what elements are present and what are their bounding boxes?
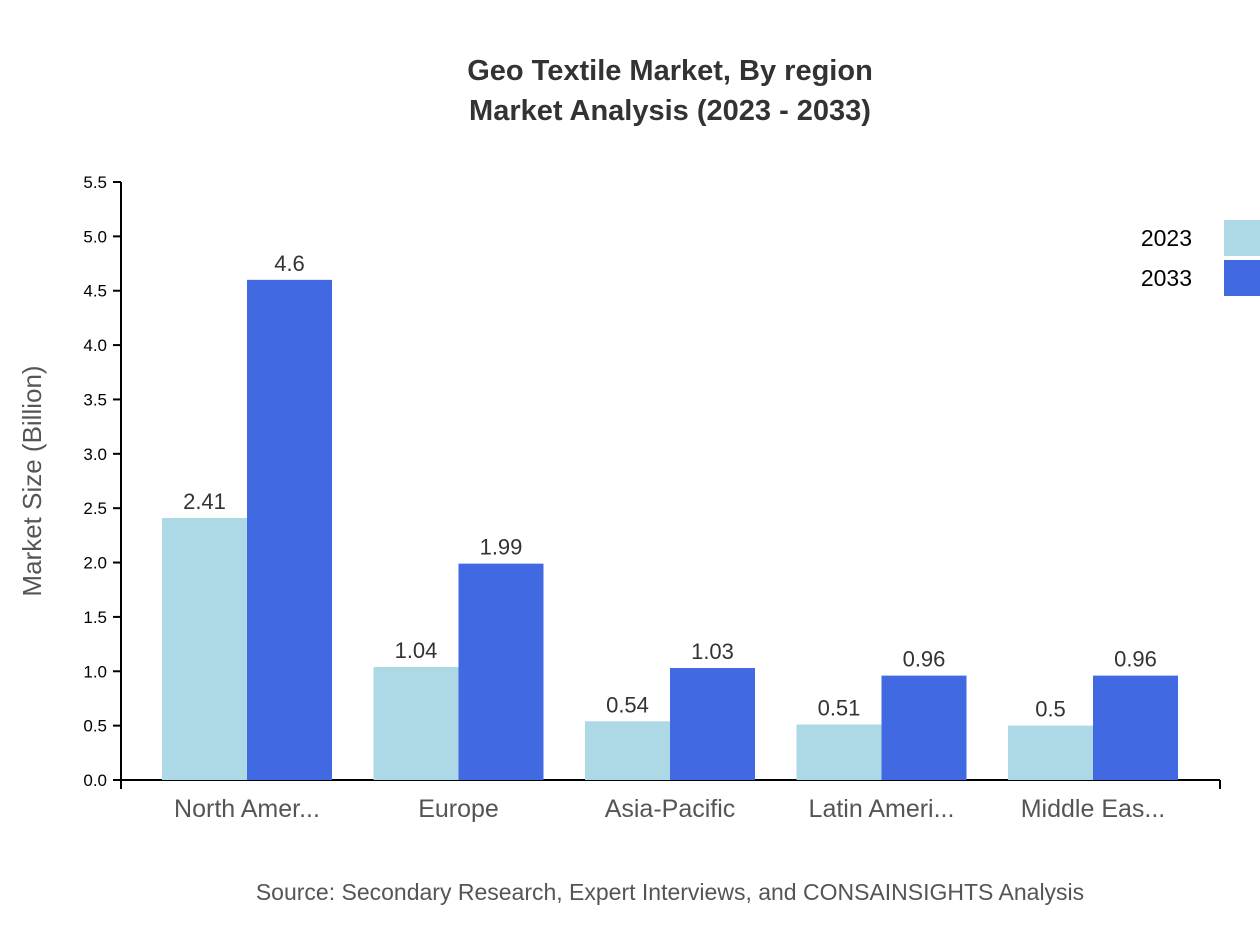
data-label: 4.6 <box>274 251 305 276</box>
source-note: Source: Secondary Research, Expert Inter… <box>256 879 1084 905</box>
data-label: 0.51 <box>818 696 861 721</box>
y-tick-label: 4.0 <box>83 336 107 355</box>
chart-title: Geo Textile Market, By region <box>467 55 873 87</box>
bar-2033 <box>881 675 967 780</box>
y-axis-label: Market Size (Billion) <box>17 365 47 596</box>
x-tick-label: North Amer... <box>174 795 320 823</box>
bar-2023 <box>162 517 247 780</box>
y-tick-label: 5.0 <box>83 227 107 246</box>
y-tick-label: 2.5 <box>83 499 107 518</box>
data-label: 1.03 <box>691 639 734 664</box>
x-tick-label: Europe <box>418 795 499 823</box>
data-label: 0.54 <box>606 692 649 717</box>
x-tick-label: Asia-Pacific <box>605 795 736 823</box>
legend-label: 2033 <box>1141 265 1192 291</box>
data-label: 2.41 <box>183 489 226 514</box>
y-tick-label: 2.0 <box>83 554 107 573</box>
data-label: 1.04 <box>395 638 438 663</box>
data-label: 0.96 <box>1114 647 1157 672</box>
bar-2033 <box>458 563 544 780</box>
x-tick-label: Middle Eas... <box>1021 795 1166 823</box>
y-tick-label: 0.0 <box>83 771 107 790</box>
x-tick-label: Latin Ameri... <box>809 795 955 823</box>
y-tick-label: 0.5 <box>83 717 107 736</box>
chart-subtitle: Market Analysis (2023 - 2033) <box>469 95 871 127</box>
legend-swatch <box>1224 260 1260 296</box>
bar-2023 <box>796 724 882 780</box>
data-label: 1.99 <box>480 535 523 560</box>
y-tick-label: 1.5 <box>83 608 107 627</box>
data-label: 0.96 <box>903 647 946 672</box>
data-label: 0.5 <box>1035 697 1066 722</box>
y-tick-label: 4.5 <box>83 282 107 301</box>
legend-label: 2023 <box>1141 225 1192 251</box>
bar-2033 <box>247 279 332 780</box>
bar-2033 <box>1093 675 1178 780</box>
y-tick-label: 3.0 <box>83 445 107 464</box>
bar-2033 <box>670 668 755 780</box>
y-tick-label: 1.0 <box>83 662 107 681</box>
legend-swatch <box>1224 220 1260 256</box>
y-tick-label: 5.5 <box>83 173 107 192</box>
bar-2023 <box>373 666 459 780</box>
bar-2023 <box>585 721 670 780</box>
y-tick-label: 3.5 <box>83 390 107 409</box>
bar-2023 <box>1008 725 1093 780</box>
